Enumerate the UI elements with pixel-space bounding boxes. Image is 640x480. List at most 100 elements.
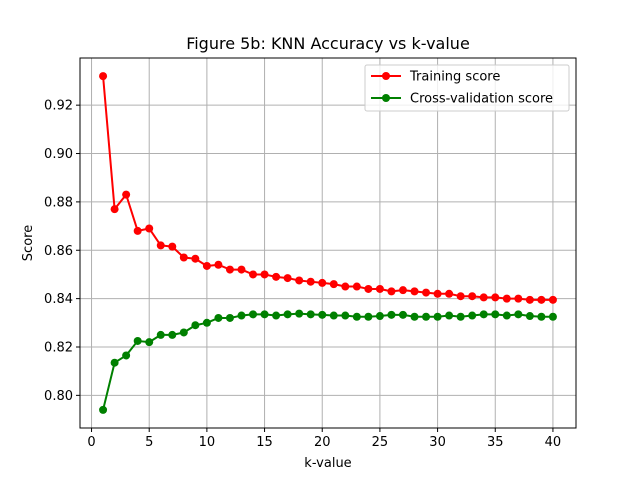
legend-marker	[382, 94, 390, 102]
series-1	[99, 309, 557, 414]
data-point	[422, 312, 431, 321]
data-point	[249, 310, 258, 319]
data-point	[168, 330, 177, 339]
data-point	[272, 272, 281, 281]
data-point	[122, 190, 131, 199]
y-tick-label: 0.88	[44, 195, 73, 210]
data-point	[491, 293, 500, 302]
data-point	[202, 318, 211, 327]
data-point	[225, 265, 234, 274]
data-point	[306, 277, 315, 286]
data-point	[537, 312, 546, 321]
x-tick-label: 5	[145, 435, 153, 450]
legend-entry-0: Training score	[371, 70, 500, 85]
legend-box	[364, 64, 570, 112]
data-point	[537, 295, 546, 304]
data-point	[375, 312, 384, 321]
series-line	[102, 76, 553, 301]
data-point	[468, 311, 477, 320]
data-point	[387, 310, 396, 319]
x-tick-label: 35	[487, 435, 504, 450]
x-tick-label: 30	[429, 435, 446, 450]
y-tick-label: 0.92	[44, 99, 73, 114]
data-point	[433, 312, 442, 321]
data-point	[225, 313, 234, 322]
data-point	[145, 224, 154, 233]
data-point	[433, 289, 442, 298]
legend-marker	[382, 72, 390, 80]
data-point	[502, 311, 511, 320]
data-point	[502, 294, 511, 303]
data-point	[168, 242, 177, 251]
x-tick-label: 10	[199, 435, 216, 450]
data-point	[237, 311, 246, 320]
data-point	[422, 288, 431, 297]
data-point	[364, 284, 373, 293]
data-point	[283, 274, 292, 283]
data-point	[514, 294, 523, 303]
legend-entry-1: Cross-validation score	[371, 92, 553, 107]
x-axis-label: k-value	[304, 456, 351, 471]
y-axis-label: Score	[21, 225, 36, 261]
data-point	[110, 358, 119, 367]
data-point	[179, 253, 188, 262]
plot-area-background	[80, 58, 576, 428]
grid-lines	[80, 58, 576, 428]
data-point	[249, 270, 258, 279]
data-point	[179, 328, 188, 337]
data-point	[191, 254, 200, 263]
data-point	[479, 293, 488, 302]
data-point	[398, 310, 407, 319]
data-point	[329, 280, 338, 289]
data-point	[260, 310, 269, 319]
series-layer	[99, 72, 557, 414]
data-point	[468, 292, 477, 301]
x-tick-label: 40	[545, 435, 562, 450]
data-point	[156, 330, 165, 339]
data-point	[364, 312, 373, 321]
data-point	[295, 309, 304, 318]
y-tick-label: 0.90	[44, 147, 73, 162]
data-point	[237, 265, 246, 274]
data-point	[214, 260, 223, 269]
plot-frame	[79, 57, 577, 429]
x-tick-label: 25	[372, 435, 389, 450]
data-point	[99, 72, 108, 81]
data-point	[341, 282, 350, 291]
data-point	[214, 313, 223, 322]
data-point	[202, 261, 211, 270]
y-axis-ticks: 0.80 0.82 0.84 0.86 0.88 0.90 0.92	[44, 99, 80, 404]
legend-label: Training score	[409, 70, 500, 85]
data-point	[491, 310, 500, 319]
data-point	[352, 282, 361, 291]
data-point	[410, 312, 419, 321]
y-tick-label: 0.84	[44, 292, 73, 307]
data-point	[548, 312, 557, 321]
data-point	[514, 310, 523, 319]
y-tick-label: 0.80	[44, 389, 73, 404]
data-point	[306, 310, 315, 319]
data-point	[456, 292, 465, 301]
data-point	[318, 278, 327, 287]
data-point	[283, 310, 292, 319]
data-point	[525, 295, 534, 304]
data-point	[99, 405, 108, 414]
data-point	[398, 286, 407, 295]
data-point	[387, 287, 396, 296]
data-point	[133, 226, 142, 235]
legend: Training score Cross-validation score	[364, 64, 570, 112]
data-point	[156, 241, 165, 250]
data-point	[110, 205, 119, 214]
x-axis-ticks: 0 5 10 15 20 25 30 35 40	[87, 428, 561, 450]
data-point	[272, 311, 281, 320]
x-tick-label: 20	[314, 435, 331, 450]
chart-title: Figure 5b: KNN Accuracy vs k-value	[186, 34, 470, 53]
data-point	[329, 311, 338, 320]
x-tick-label: 0	[87, 435, 95, 450]
data-point	[341, 311, 350, 320]
data-point	[295, 276, 304, 285]
x-tick-label: 15	[256, 435, 273, 450]
series-line	[102, 312, 553, 411]
data-point	[445, 289, 454, 298]
